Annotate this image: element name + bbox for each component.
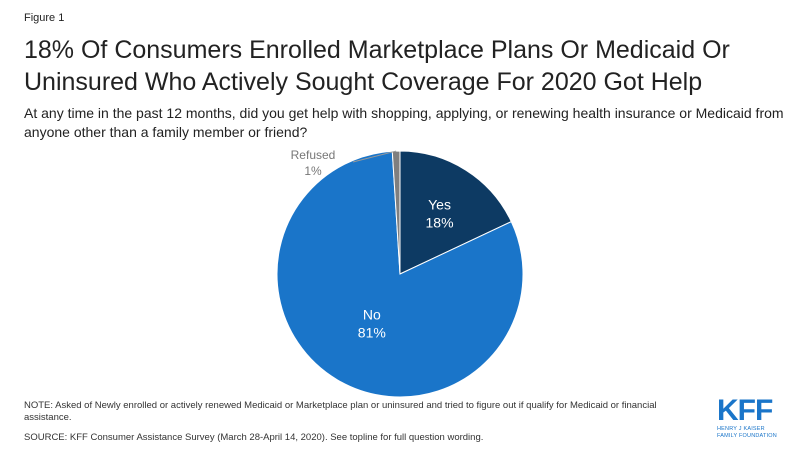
chart-title-line-1: 18% Of Consumers Enrolled Marketplace Pl… — [24, 36, 730, 64]
kff-logo: KFF HENRY J KAISER FAMILY FOUNDATION — [717, 396, 787, 440]
pie-chart: Yes 18% No 81% Refused 1% — [276, 148, 524, 398]
chart-subtitle: At any time in the past 12 months, did y… — [24, 105, 784, 140]
kff-logo-line-1: HENRY J KAISER — [717, 426, 765, 432]
pie-label-refused: Refused — [291, 148, 336, 162]
chart-title: 18% Of Consumers Enrolled Marketplace Pl… — [24, 34, 784, 98]
pie-value-refused: 1% — [304, 164, 322, 178]
chart-title-line-2: Uninsured Who Actively Sought Coverage F… — [24, 68, 703, 96]
pie-leader-line-refused — [352, 150, 397, 163]
pie-slice-refused — [391, 150, 401, 275]
figure-label: Figure 1 — [24, 12, 65, 24]
pie-slice-no — [276, 150, 524, 398]
pie-label-yes: Yes — [428, 197, 451, 213]
pie-label-no: No — [363, 307, 381, 323]
kff-logo-line-2: FAMILY FOUNDATION — [717, 433, 777, 439]
pie-value-no: 81% — [358, 325, 386, 341]
kff-logo-mark: KFF — [717, 394, 773, 427]
chart-source: SOURCE: KFF Consumer Assistance Survey (… — [24, 432, 484, 443]
pie-slice-yes — [399, 150, 512, 275]
chart-note: NOTE: Asked of Newly enrolled or activel… — [24, 400, 657, 423]
pie-value-yes: 18% — [426, 215, 454, 231]
